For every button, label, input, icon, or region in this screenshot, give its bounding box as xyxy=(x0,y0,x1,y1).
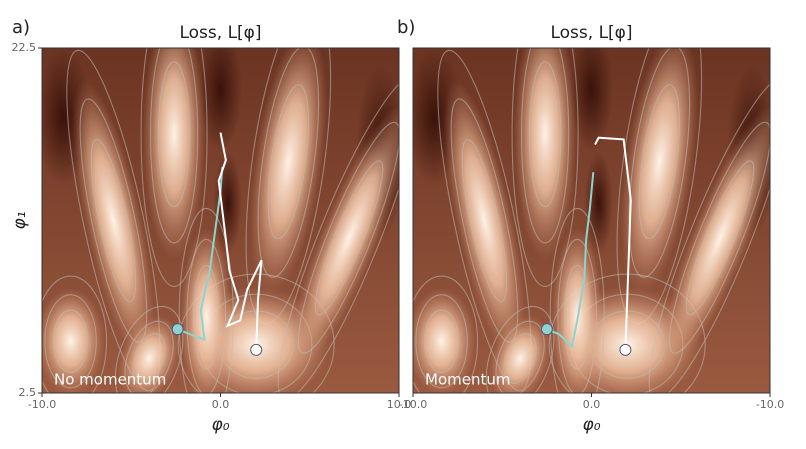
valley xyxy=(42,287,105,393)
contour xyxy=(42,275,108,393)
contour xyxy=(503,333,537,384)
contour xyxy=(257,48,320,278)
contour xyxy=(638,84,680,240)
trajectory xyxy=(177,166,224,342)
contour xyxy=(52,309,89,373)
valley xyxy=(551,227,603,393)
y-tick-label: 22.5 xyxy=(12,41,37,54)
contour xyxy=(297,121,399,354)
x-axis-label: φ₀ xyxy=(211,415,229,435)
contour xyxy=(90,138,137,303)
contour xyxy=(549,207,605,393)
dark-region xyxy=(199,48,242,152)
contour xyxy=(140,48,208,287)
x-tick-label: 0.0 xyxy=(212,398,230,411)
valley xyxy=(249,48,328,296)
valley xyxy=(118,315,181,393)
contour xyxy=(415,294,468,389)
contour xyxy=(413,275,479,393)
chart-title: Loss, L[φ] xyxy=(179,23,261,43)
x-tick-label: 10.0 xyxy=(387,398,412,411)
contour xyxy=(124,320,174,393)
x-axis-label: φ₀ xyxy=(582,415,600,435)
dark-region xyxy=(570,48,613,152)
annotation: No momentum xyxy=(54,371,166,389)
contour xyxy=(267,84,309,240)
trajectory xyxy=(217,132,263,350)
valley xyxy=(620,48,699,296)
panel-label: a) xyxy=(12,17,30,38)
contour xyxy=(277,75,399,393)
contour xyxy=(648,75,770,393)
contour xyxy=(461,138,508,303)
contour xyxy=(186,238,227,393)
x-tick-label: 0.0 xyxy=(583,398,601,411)
contour xyxy=(157,61,191,208)
contour xyxy=(178,207,234,393)
x-tick-label: -10.0 xyxy=(28,398,56,411)
contour xyxy=(132,333,166,384)
dark-region xyxy=(584,151,613,255)
chart-title: Loss, L[φ] xyxy=(550,23,632,43)
contour xyxy=(557,238,598,393)
contour xyxy=(44,294,97,389)
contour xyxy=(668,121,770,354)
y-axis-label: φ₁ xyxy=(10,211,30,229)
annotation: Momentum xyxy=(425,371,510,389)
contour xyxy=(520,48,570,244)
valley xyxy=(489,315,552,393)
start-point xyxy=(619,343,632,356)
valley xyxy=(413,287,476,393)
contour xyxy=(628,48,691,278)
panel-label: b) xyxy=(397,17,415,38)
start-point xyxy=(171,323,184,336)
valley xyxy=(443,79,526,362)
contour xyxy=(114,305,184,393)
valley xyxy=(289,104,399,372)
y-tick-label: 2.5 xyxy=(19,386,37,399)
contour xyxy=(423,309,460,373)
start-point xyxy=(540,323,553,336)
heatmap xyxy=(42,48,399,393)
contour xyxy=(685,160,755,316)
valley xyxy=(180,227,232,393)
valley xyxy=(72,79,155,362)
contour xyxy=(495,320,545,393)
trajectory xyxy=(594,136,632,350)
start-point xyxy=(250,343,263,356)
valley xyxy=(660,104,770,372)
x-tick-label: -10.0 xyxy=(399,398,427,411)
valley xyxy=(513,48,577,260)
heatmap xyxy=(413,48,770,393)
contour xyxy=(511,48,579,287)
contour xyxy=(485,305,555,393)
contour xyxy=(192,264,220,370)
x-tick-label: -10.0 xyxy=(756,398,784,411)
valley xyxy=(142,48,206,260)
contour xyxy=(149,48,199,244)
contour xyxy=(563,264,591,370)
contour xyxy=(314,160,384,316)
contour xyxy=(528,61,562,208)
trajectory xyxy=(546,172,595,349)
